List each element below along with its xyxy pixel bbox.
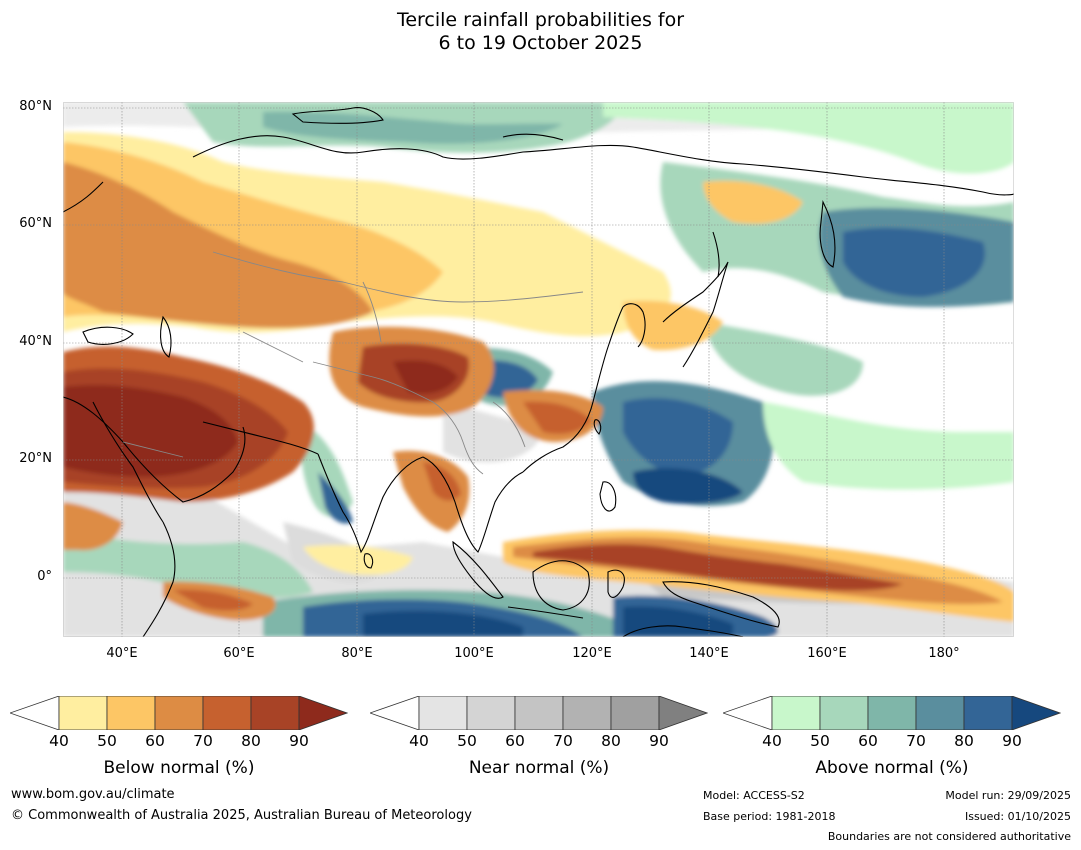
colorbar-below-tick: 50 <box>97 732 117 750</box>
colorbar-near-swatch-70 <box>562 695 612 731</box>
colorbar-above-swatch-50 <box>819 695 869 731</box>
rainfall-probability-map <box>63 102 1014 637</box>
colorbar-below-over-arrow <box>298 695 349 731</box>
lon-label-60e: 60°E <box>223 646 255 661</box>
colorbar-above-normal <box>721 695 1062 731</box>
lon-label-100e: 100°E <box>454 646 494 661</box>
colorbar-above-over-arrow <box>1011 695 1062 731</box>
colorbar-near-swatch-60 <box>514 695 564 731</box>
colorbar-below-tick: 70 <box>193 732 213 750</box>
colorbar-below-swatch-70 <box>202 695 252 731</box>
colorbar-near-swatch-40 <box>418 695 468 731</box>
graticule <box>63 102 1014 637</box>
lon-label-40e: 40°E <box>106 646 138 661</box>
colorbar-above-tick: 60 <box>858 732 878 750</box>
colorbar-above-tick: 90 <box>1002 732 1022 750</box>
lon-label-80e: 80°E <box>341 646 373 661</box>
lat-label-40n: 40°N <box>19 334 52 349</box>
colorbar-above-swatch-70 <box>915 695 965 731</box>
colorbar-near-title: Near normal (%) <box>468 758 610 778</box>
lat-label-equator: 0° <box>37 569 52 584</box>
country-boundaries <box>122 251 584 475</box>
lon-label-180: 180° <box>928 646 960 661</box>
probability-shading <box>63 102 1014 637</box>
colorbar-near-swatch-80 <box>610 695 660 731</box>
title-line-1: Tercile rainfall probabilities for <box>396 9 685 31</box>
lat-label-80n: 80°N <box>19 99 52 114</box>
lon-label-140e: 140°E <box>689 646 729 661</box>
colorbar-near-tick: 70 <box>553 732 573 750</box>
colorbar-near-tick: 80 <box>601 732 621 750</box>
colorbar-above-title: Above normal (%) <box>815 758 969 778</box>
lon-label-160e: 160°E <box>807 646 847 661</box>
colorbar-below-swatch-50 <box>106 695 156 731</box>
colorbar-below-tick: 90 <box>289 732 309 750</box>
colorbar-below-tick: 80 <box>241 732 261 750</box>
colorbar-near-over-arrow <box>658 695 709 731</box>
colorbar-near-tick: 40 <box>409 732 429 750</box>
colorbar-near-normal <box>368 695 709 731</box>
colorbar-above-tick: 50 <box>810 732 830 750</box>
colorbar-above-swatch-40 <box>771 695 821 731</box>
model-run-date: Model run: 29/09/2025 <box>945 789 1071 802</box>
colorbar-near-tick: 90 <box>649 732 669 750</box>
colorbar-above-under-arrow <box>721 695 773 731</box>
colorbar-above-tick: 80 <box>954 732 974 750</box>
model-name: Model: ACCESS-S2 <box>703 789 805 802</box>
colorbar-below-tick: 40 <box>49 732 69 750</box>
boundaries-disclaimer: Boundaries are not considered authoritat… <box>827 830 1071 843</box>
website-link[interactable]: www.bom.gov.au/climate <box>11 787 175 802</box>
colorbar-near-under-arrow <box>368 695 420 731</box>
colorbar-near-swatch-50 <box>466 695 516 731</box>
lat-label-20n: 20°N <box>19 451 52 466</box>
colorbar-below-normal <box>8 695 349 731</box>
colorbar-above-tick: 40 <box>762 732 782 750</box>
colorbar-near-tick: 60 <box>505 732 525 750</box>
colorbar-below-title: Below normal (%) <box>103 758 255 778</box>
colorbar-above-swatch-60 <box>867 695 917 731</box>
lat-label-60n: 60°N <box>19 216 52 231</box>
colorbar-below-under-arrow <box>8 695 60 731</box>
colorbar-below-swatch-60 <box>154 695 204 731</box>
title-line-2: 6 to 19 October 2025 <box>438 32 643 54</box>
colorbar-below-tick: 60 <box>145 732 165 750</box>
coastlines <box>63 107 1014 637</box>
copyright-text: © Commonwealth of Australia 2025, Austra… <box>11 808 472 823</box>
colorbar-above-swatch-80 <box>963 695 1013 731</box>
colorbar-below-swatch-40 <box>58 695 108 731</box>
colorbar-above-tick: 70 <box>906 732 926 750</box>
lon-label-120e: 120°E <box>572 646 612 661</box>
colorbar-near-tick: 50 <box>457 732 477 750</box>
issued-date: Issued: 01/10/2025 <box>964 810 1071 823</box>
colorbar-below-swatch-80 <box>250 695 300 731</box>
base-period: Base period: 1981-2018 <box>703 810 836 823</box>
map-title: Tercile rainfall probabilities for 6 to … <box>0 9 1081 55</box>
